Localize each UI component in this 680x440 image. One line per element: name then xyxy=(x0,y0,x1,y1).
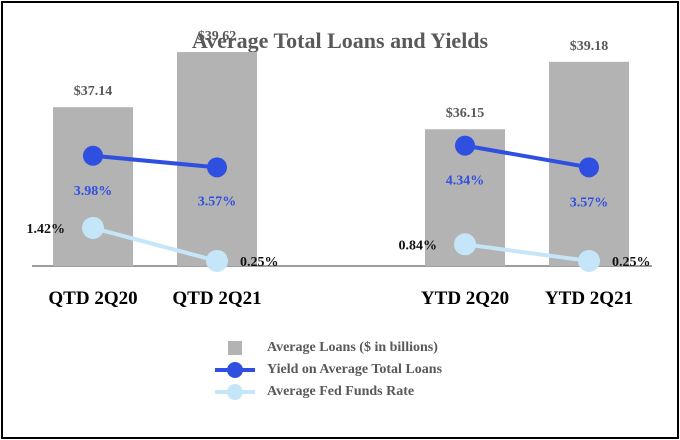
point-average-fed-funds-rate xyxy=(82,216,104,239)
point-yield-on-average-total-loans xyxy=(455,135,475,156)
point-value-label: 0.25% xyxy=(612,255,651,270)
point-value-label: 3.98% xyxy=(74,184,113,199)
point-value-label: 0.84% xyxy=(399,238,438,253)
bar-value-label: $36.15 xyxy=(446,106,485,121)
bar-value-label: $39.62 xyxy=(198,29,237,44)
line-segment-average-fed-funds-rate xyxy=(464,242,590,263)
point-yield-on-average-total-loans xyxy=(579,157,599,178)
bar-value-label: $37.14 xyxy=(74,84,113,99)
point-value-label: 3.57% xyxy=(198,194,237,209)
legend-label-average-loans: Average Loans ($ in billions) xyxy=(267,340,438,355)
legend-fed-funds-swatch xyxy=(215,384,255,400)
bar-value-label: $39.18 xyxy=(570,39,609,54)
x-tick-label: YTD 2Q20 xyxy=(421,288,509,309)
point-average-fed-funds-rate xyxy=(578,249,600,272)
x-tick-label: YTD 2Q21 xyxy=(545,288,633,309)
point-value-label: 4.34% xyxy=(446,174,485,189)
bar-qtd-2q20 xyxy=(53,107,133,267)
point-yield-on-average-total-loans xyxy=(207,157,227,178)
point-yield-on-average-total-loans xyxy=(83,145,103,166)
line-segment-yield-on-average-total-loans xyxy=(92,153,218,170)
point-value-label: 0.25% xyxy=(240,255,279,270)
legend-label-fed-funds: Average Fed Funds Rate xyxy=(267,384,415,399)
legend-label-yield: Yield on Average Total Loans xyxy=(267,362,443,377)
line-segment-yield-on-average-total-loans xyxy=(464,143,590,170)
chart-title: Average Total Loans and Yields xyxy=(191,28,489,53)
legend-bar-swatch xyxy=(228,341,242,355)
point-average-fed-funds-rate xyxy=(454,233,476,256)
line-segment-average-fed-funds-rate xyxy=(92,226,218,263)
x-tick-label: QTD 2Q20 xyxy=(48,288,137,309)
x-tick-label: QTD 2Q21 xyxy=(172,288,261,309)
point-value-label: 3.57% xyxy=(570,195,609,210)
legend-yield-swatch xyxy=(215,362,255,378)
point-value-label: 1.42% xyxy=(27,222,66,237)
point-average-fed-funds-rate xyxy=(206,249,228,272)
